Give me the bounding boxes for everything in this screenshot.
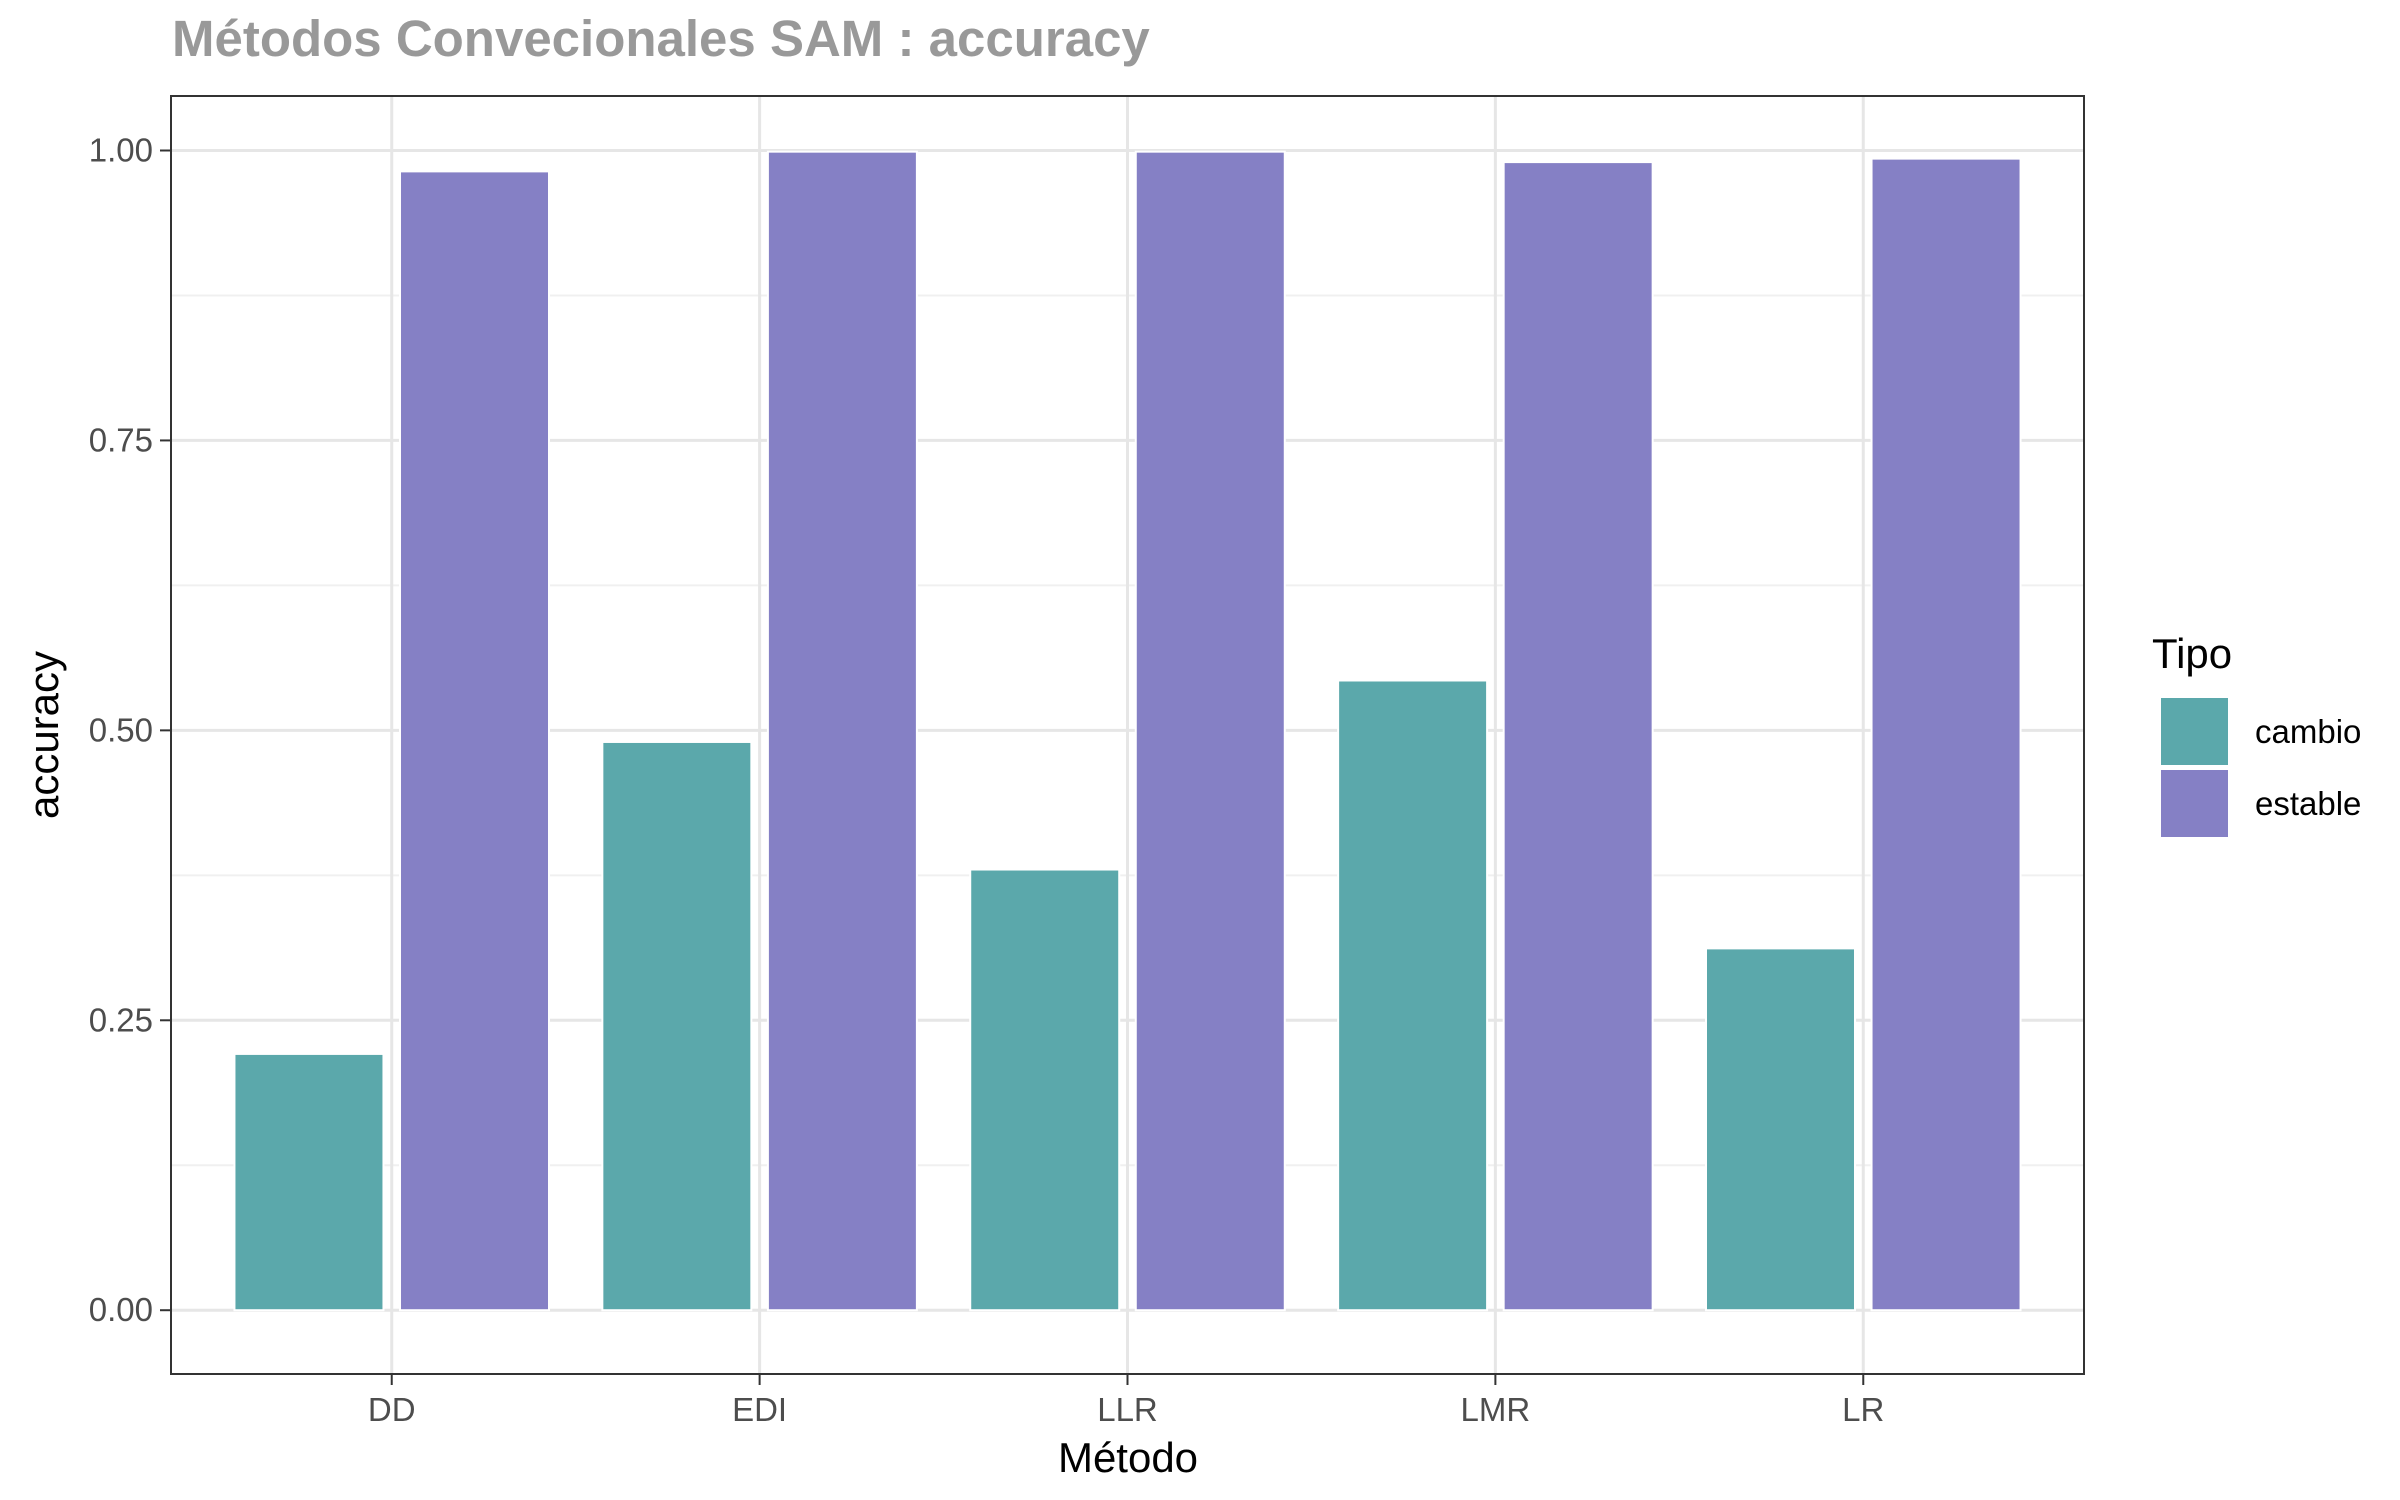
x-tick-label: LR	[1842, 1391, 1884, 1428]
y-tick-label: 0.00	[89, 1291, 153, 1328]
legend-swatch-cambio	[2159, 696, 2230, 767]
y-tick-label: 0.25	[89, 1001, 153, 1038]
y-tick-label: 0.50	[89, 711, 153, 748]
legend-title: Tipo	[2152, 630, 2232, 677]
legend: Tipo cambio estable	[2152, 630, 2361, 839]
x-axis: DD EDI LLR LMR LR	[368, 1374, 1884, 1428]
bar-estable-llr	[1134, 150, 1286, 1312]
bar-cambio-edi	[601, 740, 753, 1312]
bars	[233, 150, 2022, 1312]
bar-cambio-dd	[233, 1052, 385, 1312]
bar-cambio-lmr	[1337, 679, 1489, 1312]
bar-estable-lmr	[1502, 161, 1654, 1312]
y-axis-title: accuracy	[20, 651, 67, 819]
x-axis-title: Método	[1058, 1434, 1198, 1481]
chart-title: Métodos Convecionales SAM : accuracy	[172, 10, 1150, 67]
bar-cambio-llr	[969, 868, 1121, 1312]
bar-estable-dd	[399, 170, 551, 1312]
legend-label-estable: estable	[2255, 785, 2361, 822]
x-tick-label: LMR	[1461, 1391, 1531, 1428]
y-tick-label: 0.75	[89, 421, 153, 458]
x-tick-label: LLR	[1097, 1391, 1158, 1428]
legend-swatch-estable	[2159, 768, 2230, 839]
y-tick-label: 1.00	[89, 132, 153, 169]
x-tick-label: DD	[368, 1391, 416, 1428]
legend-label-cambio: cambio	[2255, 713, 2361, 750]
x-tick-label: EDI	[732, 1391, 787, 1428]
bar-estable-lr	[1870, 157, 2022, 1312]
bar-cambio-lr	[1704, 947, 1856, 1312]
bar-estable-edi	[766, 150, 918, 1312]
y-axis: 0.00 0.25 0.50 0.75 1.00	[89, 132, 171, 1328]
